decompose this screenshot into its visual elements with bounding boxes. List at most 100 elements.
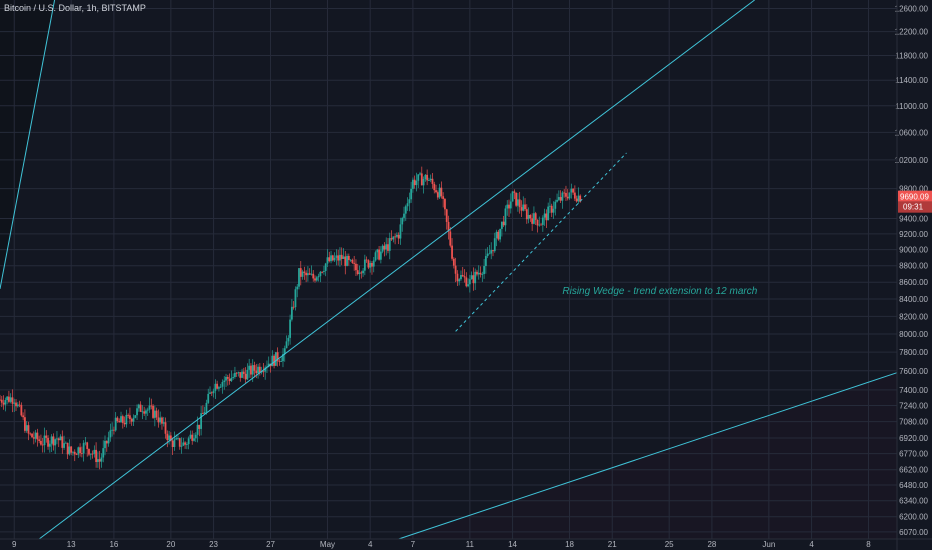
candle-body [444,198,446,210]
candle-body [465,277,468,287]
candle-body [132,417,135,422]
x-tick-label: 8 [866,540,871,549]
candle-body [420,173,423,186]
candle-body [362,270,364,274]
candle-body [308,273,311,275]
candle-body [493,238,496,252]
candle-body [431,178,434,184]
y-tick-label: 7800.00 [899,348,928,357]
y-tick-label: 11800.00 [895,51,928,60]
candle-body [378,249,380,260]
y-tick-label: 6920.00 [899,434,928,443]
candle-body [100,457,103,462]
candle-body [237,372,240,374]
candle-body [412,179,414,189]
candle-body [274,352,277,366]
candle-body [339,254,341,261]
candle-body [417,174,420,181]
candle-body [351,259,354,263]
candle-body [72,451,74,453]
candle-body [189,434,192,439]
candle-body [406,203,409,207]
candle-body [43,435,46,446]
candle-body [468,279,471,285]
candle-body [168,435,170,440]
candle-body [392,236,395,240]
candle-body [257,366,259,374]
candle-body [15,402,17,407]
candle-body [105,440,108,444]
candle-body [541,217,544,225]
candle-body [20,405,23,416]
candle-body [262,371,265,373]
candle-body [355,263,357,271]
candle-body [146,409,149,411]
candle-body [198,424,201,429]
candle-body [241,371,243,378]
candle-body [509,201,512,209]
candle-body [96,459,99,463]
candle-body [454,265,457,274]
candle-body [6,396,9,401]
candle-body [107,437,110,444]
candle-body [536,219,539,226]
candle-body [508,204,510,209]
y-tick-label: 6200.00 [899,513,928,522]
candle-body [121,416,124,423]
candle-body [255,370,258,374]
candle-body [499,228,502,240]
candle-body [166,433,169,440]
candle-body [251,365,254,375]
candle-body [159,417,162,423]
y-tick-label: 9800.00 [899,185,928,194]
candle-body [490,250,493,254]
candle-body [540,224,542,226]
candle-body [520,207,523,211]
candle-body [550,205,553,213]
candle-body [276,352,279,362]
candle-body [173,439,176,448]
x-tick-label: 18 [565,540,574,549]
x-tick-label: 13 [67,540,76,549]
candle-body [212,390,215,394]
candle-body [419,173,421,175]
candle-body [253,365,256,371]
candle-body [125,414,128,425]
candle-body [436,192,439,198]
candle-body [77,447,80,455]
y-tick-label: 10600.00 [895,128,929,137]
candle-body [187,438,190,445]
candle-body [367,260,370,268]
candle-body [88,449,90,455]
candle-body [460,274,462,280]
y-tick-label: 8200.00 [899,312,928,321]
candle-body [515,192,518,206]
candle-body [38,439,41,441]
candle-body [234,372,236,377]
x-tick-label: 16 [109,540,118,549]
x-tick-label: 7 [411,540,416,549]
y-tick-label: 7600.00 [899,367,928,376]
candle-body [467,284,469,287]
trendlines [0,0,898,540]
candle-body [424,174,427,179]
candle-body [218,387,220,389]
candle-body [177,438,179,439]
candle-body [290,306,293,320]
candle-body [36,432,39,440]
chart-title: Bitcoin / U.S. Dollar, 1h, BITSTAMP [4,3,146,13]
y-tick-label: 12200.00 [895,28,929,37]
candle-body [200,413,203,429]
candle-body [511,191,514,202]
candle-body [534,213,537,220]
candle-body [250,365,252,375]
candle-body [134,415,137,418]
candle-body [557,197,560,200]
candle-body [98,459,101,462]
candle-body [410,188,413,200]
candle-body [549,205,551,207]
candle-body [194,434,197,439]
y-tick-label: 9400.00 [899,214,928,223]
y-tick-label: 7400.00 [899,386,928,395]
candle-body [484,256,487,267]
